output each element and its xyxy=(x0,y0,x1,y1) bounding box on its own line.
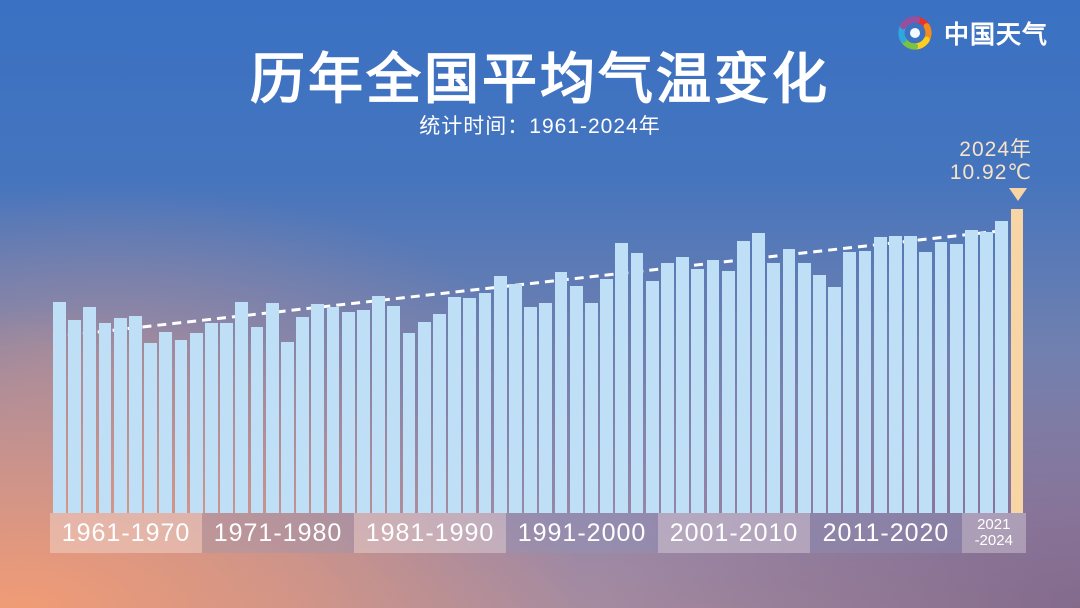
bar-1965 xyxy=(113,318,127,513)
bar-2021 xyxy=(965,230,978,513)
bar-1985 xyxy=(417,322,431,513)
bar-2005 xyxy=(721,270,735,513)
bar-1986 xyxy=(433,314,446,513)
bar-1983 xyxy=(387,306,401,513)
bar-1987 xyxy=(448,297,461,513)
brand-name: 中国天气 xyxy=(943,21,1048,49)
callout-value: 10.92℃ xyxy=(949,161,1032,184)
decade-label-2001-2010: 2001-2010 xyxy=(658,513,810,553)
callout-2024: 2024年 10.92℃ xyxy=(950,138,1032,184)
brand: 中国天气 xyxy=(895,13,1048,53)
bar-1982 xyxy=(372,295,385,513)
decade-label-2021-2024: 2021 -2024 xyxy=(962,513,1026,553)
page-title: 历年全国平均气温变化 xyxy=(249,48,830,110)
bar-1961 xyxy=(53,302,66,513)
bar-1991 xyxy=(509,283,522,513)
bar-1978 xyxy=(311,303,325,513)
bar-2010 xyxy=(797,262,811,513)
decade-label-1981-1990: 1981-1990 xyxy=(354,513,506,553)
bar-1998 xyxy=(615,242,629,513)
bar-1969 xyxy=(174,339,188,513)
bar-2004 xyxy=(706,259,720,513)
bar-1975 xyxy=(265,303,279,513)
bar-1995 xyxy=(569,286,583,513)
bar-1999 xyxy=(630,253,644,513)
decade-label-1991-2000: 1991-2000 xyxy=(506,513,658,553)
bar-1967 xyxy=(144,342,157,513)
bar-2003 xyxy=(691,269,705,513)
bar-2023 xyxy=(995,221,1009,513)
bar-1989 xyxy=(478,293,492,513)
bar-1990 xyxy=(493,275,507,513)
bar-1997 xyxy=(600,278,613,513)
bar-1980 xyxy=(341,311,355,513)
bar-2007 xyxy=(752,233,765,513)
bar-1979 xyxy=(326,306,340,513)
bar-1973 xyxy=(235,302,249,513)
bar-2016 xyxy=(889,235,902,513)
bar-2009 xyxy=(782,249,796,513)
bar-1994 xyxy=(554,271,568,513)
bar-1981 xyxy=(357,310,370,513)
bar-1968 xyxy=(159,331,173,513)
bar-2014 xyxy=(858,250,872,513)
bar-2013 xyxy=(843,251,857,513)
bar-2018 xyxy=(919,251,933,513)
bar-1993 xyxy=(539,303,553,513)
bar-2011 xyxy=(813,274,826,513)
bar-1984 xyxy=(402,333,416,513)
decade-label-1971-1980: 1971-1980 xyxy=(202,513,354,553)
bar-2006 xyxy=(737,241,750,513)
decade-axis: 1961-1970 1971-1980 1981-1990 1991-2000 2001… xyxy=(50,513,1026,553)
subtitle: 统计时间：1961-2024年 xyxy=(419,115,661,138)
bar-1972 xyxy=(220,322,233,513)
bar-2000 xyxy=(645,281,659,513)
bar-1963 xyxy=(83,306,97,513)
bar-2019 xyxy=(934,242,948,513)
bar-2002 xyxy=(676,257,689,513)
bar-1970 xyxy=(189,333,203,513)
callout-arrow-icon xyxy=(1009,188,1027,201)
callout-year: 2024年 xyxy=(959,138,1032,161)
bar-2022 xyxy=(980,231,993,513)
bar-1988 xyxy=(463,298,477,513)
china-weather-logo-icon xyxy=(898,16,932,50)
bar-2001 xyxy=(661,262,674,513)
bar-1977 xyxy=(296,317,309,513)
bar-1996 xyxy=(585,303,598,513)
bar-1962 xyxy=(68,319,81,513)
bar-1974 xyxy=(250,326,264,513)
bar-2024 xyxy=(1010,209,1024,513)
bar-1964 xyxy=(98,322,112,513)
bar-2012 xyxy=(828,286,841,513)
decade-label-1961-1970: 1961-1970 xyxy=(50,513,202,553)
decade-label-2011-2020: 2011-2020 xyxy=(810,513,962,553)
bar-2020 xyxy=(949,243,963,513)
bar-1976 xyxy=(281,342,294,513)
bar-2015 xyxy=(873,237,887,513)
bar-1971 xyxy=(205,322,218,513)
bar-1966 xyxy=(129,315,142,513)
bar-2017 xyxy=(904,235,917,513)
bar-1992 xyxy=(524,306,537,513)
bar-2008 xyxy=(767,262,781,513)
